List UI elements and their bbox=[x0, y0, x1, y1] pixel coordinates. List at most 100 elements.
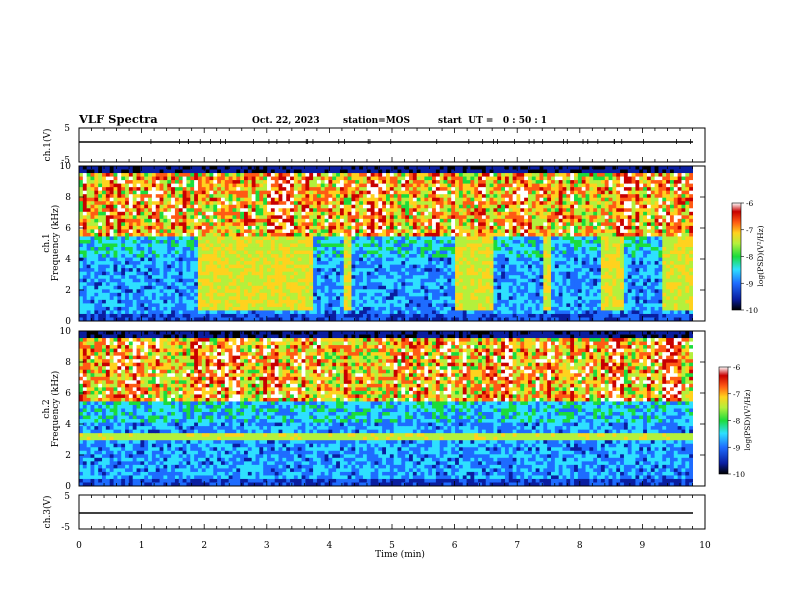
spectrogram-cell bbox=[420, 183, 425, 188]
spectrogram-cell bbox=[155, 289, 160, 294]
spectrogram-cell bbox=[355, 250, 360, 255]
spectrogram-cell bbox=[163, 310, 168, 315]
spectrogram-cell bbox=[240, 166, 245, 170]
spectrogram-cell bbox=[478, 289, 483, 294]
spectrogram-cell bbox=[167, 239, 172, 244]
spectrogram-cell bbox=[351, 299, 356, 304]
spectrogram-cell bbox=[178, 187, 184, 192]
spectrogram-cell bbox=[324, 201, 329, 206]
spectrogram-cell bbox=[274, 211, 279, 216]
spectrogram-cell bbox=[117, 261, 122, 266]
spectrogram-cell bbox=[194, 239, 199, 244]
spectrogram-cell bbox=[109, 236, 114, 241]
spectrogram-cell bbox=[244, 254, 249, 258]
spectrogram-cell bbox=[190, 215, 195, 220]
spectrogram-cell bbox=[324, 194, 329, 199]
spectrogram-cell bbox=[301, 169, 306, 174]
spectrogram-cell bbox=[171, 166, 176, 170]
spectrogram-cell bbox=[109, 303, 114, 308]
spectrogram-cell bbox=[466, 173, 471, 177]
spectrogram-cell bbox=[132, 201, 137, 206]
spectrogram-cell bbox=[282, 313, 287, 318]
spectrogram-cell bbox=[366, 299, 372, 304]
spectrogram-cell bbox=[462, 285, 467, 290]
spectrogram-cell bbox=[159, 243, 164, 248]
spectrogram-cell bbox=[470, 317, 475, 322]
spectrogram-cell bbox=[255, 275, 260, 280]
spectrogram-cell bbox=[370, 211, 375, 216]
spectrogram-cell bbox=[132, 222, 137, 227]
spectrogram-cell bbox=[255, 236, 260, 241]
spectrogram-cell bbox=[136, 222, 141, 227]
spectrogram-cell bbox=[432, 292, 437, 297]
spectrogram-cell bbox=[144, 285, 149, 290]
spectrogram-cell bbox=[462, 204, 467, 209]
spectrogram-cell bbox=[171, 225, 176, 230]
spectrogram-cell bbox=[301, 275, 306, 280]
spectrogram-cell bbox=[451, 313, 456, 318]
spectrogram-cell bbox=[316, 173, 322, 177]
spectrogram-cell bbox=[351, 197, 356, 202]
spectrogram-cell bbox=[439, 225, 444, 230]
spectrogram-cell bbox=[343, 289, 349, 294]
spectrogram-cell bbox=[366, 264, 372, 269]
spectrogram-cell bbox=[504, 268, 510, 273]
spectrogram-cell bbox=[374, 247, 379, 251]
spectrogram-cell bbox=[393, 180, 398, 185]
spectrogram-cell bbox=[121, 285, 126, 290]
spectrogram-cell bbox=[405, 204, 410, 209]
spectrogram-cell bbox=[320, 310, 325, 315]
spectrogram-cell bbox=[194, 271, 199, 276]
spectrogram-cell bbox=[159, 208, 164, 213]
spectrogram-cell bbox=[343, 296, 349, 301]
spectrogram-cell bbox=[102, 313, 107, 318]
spectrogram-cell bbox=[220, 169, 226, 174]
spectrogram-cell bbox=[343, 236, 349, 241]
spectrogram-cell bbox=[416, 285, 421, 290]
spectrogram-cell bbox=[466, 243, 471, 248]
spectrogram-cell bbox=[178, 180, 184, 185]
spectrogram-cell bbox=[151, 169, 157, 174]
spectrogram-cell bbox=[263, 229, 268, 234]
spectrogram-cell bbox=[428, 268, 433, 273]
spectrogram-cell bbox=[82, 306, 88, 311]
spectrogram-cell bbox=[270, 310, 276, 315]
spectrogram-cell bbox=[332, 292, 337, 297]
spectrogram-cell bbox=[351, 236, 356, 241]
spectrogram-cell bbox=[466, 257, 471, 262]
spectrogram-cell bbox=[393, 289, 398, 294]
spectrogram-cell bbox=[309, 306, 314, 311]
spectrogram-cell bbox=[240, 299, 245, 304]
spectrogram-cell bbox=[125, 247, 130, 251]
spectrogram-cell bbox=[259, 173, 264, 177]
spectrogram-cell bbox=[497, 183, 502, 188]
spectrogram-cell bbox=[144, 289, 149, 294]
spectrogram-cell bbox=[113, 317, 118, 322]
spectrogram-cell bbox=[313, 313, 318, 318]
spectrogram-cell bbox=[82, 180, 88, 185]
spectrogram-cell bbox=[355, 201, 360, 206]
spectrogram-cell bbox=[366, 225, 372, 230]
spectrogram-cell bbox=[485, 232, 491, 237]
spectrogram-cell bbox=[132, 275, 137, 280]
spectrogram-cell bbox=[455, 285, 460, 290]
spectrogram-cell bbox=[470, 215, 475, 220]
spectrogram-cell bbox=[336, 222, 341, 227]
spectrogram-cell bbox=[190, 282, 195, 287]
spectrogram-cell bbox=[159, 306, 164, 311]
spectrogram-cell bbox=[351, 289, 356, 294]
spectrogram-cell bbox=[163, 257, 168, 262]
spectrogram-cell bbox=[247, 317, 253, 322]
spectrogram-cell bbox=[244, 303, 249, 308]
spectrogram-cell bbox=[320, 180, 325, 185]
spectrogram-cell bbox=[504, 197, 510, 202]
spectrogram-cell bbox=[220, 232, 226, 237]
spectrogram-cell bbox=[136, 183, 141, 188]
spectrogram-cell bbox=[274, 254, 279, 258]
spectrogram-cell bbox=[478, 218, 483, 223]
spectrogram-cell bbox=[293, 261, 299, 266]
spectrogram-cell bbox=[462, 187, 467, 192]
spectrogram-cell bbox=[301, 264, 306, 269]
spectrogram-cell bbox=[309, 204, 314, 209]
spectrogram-cell bbox=[117, 222, 122, 227]
